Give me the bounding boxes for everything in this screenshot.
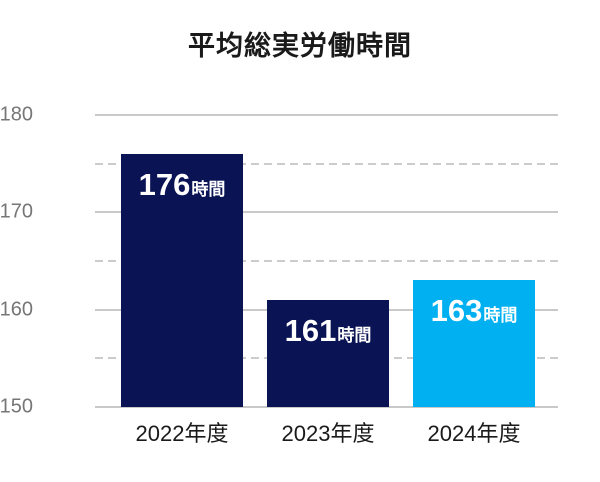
- x-tick-label-2024年度: 2024年度: [427, 421, 521, 446]
- major-gridline-170: [95, 211, 558, 214]
- chart-title: 平均総実労働時間: [188, 31, 412, 61]
- bar-value-unit: 時間: [191, 179, 226, 199]
- minor-gridline-175: [95, 162, 558, 165]
- plot-area: 150 160 170 180 176時間 161時間 163時間: [0, 104, 558, 418]
- bar-value-label: 161時間: [267, 312, 389, 351]
- bar-value-number: 163: [430, 293, 483, 329]
- x-tick-label-2023年度: 2023年度: [281, 421, 375, 446]
- bar-2024年度: 163時間: [413, 280, 535, 407]
- bar-value-unit: 時間: [337, 325, 372, 345]
- y-tick-label-170: 170: [0, 200, 33, 223]
- bar-value-label: 163時間: [413, 292, 535, 331]
- minor-gridline-165: [95, 260, 558, 262]
- y-tick-label-180: 180: [0, 103, 33, 126]
- bar-2023年度: 161時間: [267, 299, 389, 407]
- bar-2022年度: 176時間: [121, 153, 243, 407]
- bar-value-label: 176時間: [121, 166, 243, 205]
- y-tick-label-150: 150: [0, 395, 33, 418]
- bar-value-unit: 時間: [483, 306, 518, 326]
- bar-value-number: 176: [138, 166, 191, 202]
- x-tick-label-2022年度: 2022年度: [135, 421, 229, 446]
- major-gridline-150: [95, 406, 558, 408]
- major-gridline-180: [95, 114, 558, 116]
- y-tick-label-160: 160: [0, 298, 33, 321]
- bar-value-number: 161: [284, 312, 337, 348]
